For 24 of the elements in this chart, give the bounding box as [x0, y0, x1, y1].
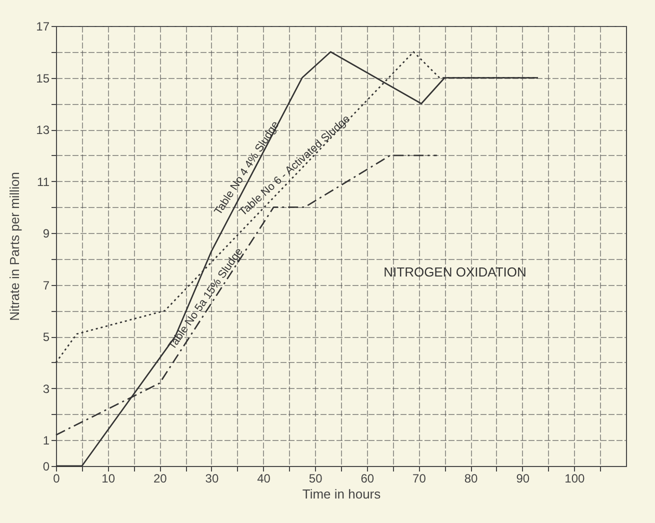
y-tick-label: 0	[42, 460, 50, 474]
x-tick-label: 80	[464, 472, 478, 486]
x-tick-label: 50	[308, 472, 323, 486]
x-tick-label: 90	[516, 472, 530, 486]
y-tick-label: 15	[36, 71, 50, 86]
y-tick-label: 1	[42, 434, 50, 448]
y-axis-title: Nitrate in Parts per million	[7, 172, 22, 321]
y-tick-label: 11	[37, 174, 50, 189]
x-axis-title: Time in hours	[302, 486, 382, 502]
y-tick-label: 5	[42, 330, 50, 344]
x-tick-label: 10	[102, 472, 116, 486]
x-tick-label: 30	[205, 472, 219, 486]
y-tick-label: 9	[42, 226, 50, 241]
y-tick-label: 7	[42, 278, 50, 292]
x-tick-label: 100	[564, 472, 586, 486]
x-tick-label: 40	[257, 472, 271, 486]
x-tick-label: 20	[153, 472, 168, 486]
x-tick-label: 70	[412, 472, 426, 486]
x-tick-label: 0	[53, 472, 60, 486]
x-tick-label: 60	[360, 472, 374, 486]
y-tick-label: 13	[36, 123, 50, 138]
y-tick-label: 3	[42, 382, 50, 396]
text: NITROGEN OXIDATION	[384, 264, 526, 280]
y-tick-label: 17	[36, 20, 50, 34]
